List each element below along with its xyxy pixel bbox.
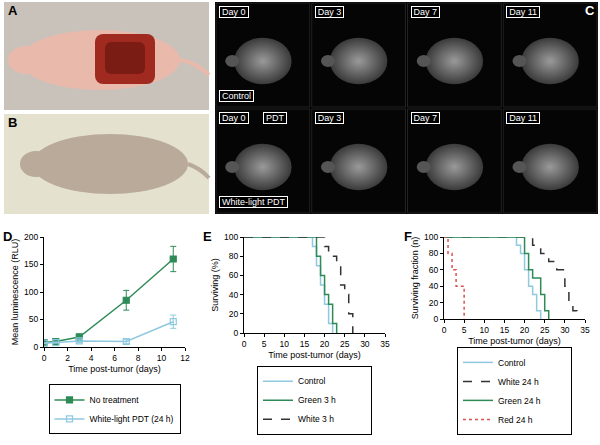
svg-text:Red 24 h: Red 24 h: [498, 415, 533, 425]
svg-text:Mean luminescence (RLU): Mean luminescence (RLU): [10, 239, 20, 346]
svg-text:200: 200: [24, 232, 38, 242]
svg-text:4: 4: [89, 353, 94, 363]
svg-text:0: 0: [434, 314, 439, 324]
html-text:Day 0: Day 0: [222, 7, 246, 17]
svg-text:F: F: [404, 229, 412, 244]
svg-text:40: 40: [429, 281, 439, 291]
html-text:PDT: PDT: [266, 113, 284, 123]
html-text:Day 0: Day 0: [222, 113, 246, 123]
svg-text:Surviving fraction (n): Surviving fraction (n): [410, 237, 420, 320]
svg-text:50: 50: [29, 314, 39, 324]
html-text:Day 11: Day 11: [509, 7, 538, 17]
svg-text:30: 30: [560, 325, 570, 335]
html-text:B: B: [8, 115, 18, 130]
svg-text:20: 20: [320, 339, 330, 349]
svg-text:25: 25: [340, 339, 350, 349]
html-text:Day 7: Day 7: [413, 113, 437, 123]
svg-text:100: 100: [224, 232, 238, 242]
svg-text:8: 8: [136, 353, 141, 363]
svg-text:80: 80: [229, 251, 239, 261]
svg-text:12: 12: [180, 353, 190, 363]
svg-text:Time post-tumor (days): Time post-tumor (days): [468, 336, 561, 346]
html-text:Day 7: Day 7: [413, 7, 437, 17]
svg-text:0: 0: [242, 339, 247, 349]
svg-text:Control: Control: [498, 358, 526, 368]
svg-text:2: 2: [65, 353, 70, 363]
svg-text:40: 40: [229, 290, 239, 300]
svg-text:100: 100: [24, 287, 38, 297]
svg-text:0: 0: [34, 342, 39, 352]
svg-text:25: 25: [540, 325, 550, 335]
svg-text:0: 0: [234, 328, 239, 338]
svg-text:White 24 h: White 24 h: [498, 377, 539, 387]
svg-text:6: 6: [112, 353, 117, 363]
svg-text:Surviving (%): Surviving (%): [210, 258, 220, 312]
svg-text:150: 150: [24, 259, 38, 269]
svg-text:15: 15: [300, 339, 310, 349]
svg-text:15: 15: [500, 325, 510, 335]
html-text:C: C: [585, 3, 595, 18]
svg-text:35: 35: [580, 325, 590, 335]
svg-text:60: 60: [429, 265, 439, 275]
svg-text:5: 5: [462, 325, 467, 335]
svg-text:35: 35: [380, 339, 390, 349]
svg-text:5: 5: [262, 339, 267, 349]
svg-text:Green 3 h: Green 3 h: [298, 395, 336, 405]
svg-text:Time post-tumor (days): Time post-tumor (days): [68, 364, 161, 374]
svg-text:Control: Control: [298, 376, 326, 386]
svg-text:20: 20: [429, 298, 439, 308]
svg-text:No treatment: No treatment: [90, 395, 140, 405]
svg-text:White-light PDT (24 h): White-light PDT (24 h): [90, 414, 174, 424]
svg-text:E: E: [203, 229, 212, 244]
svg-text:80: 80: [429, 248, 439, 258]
svg-text:Green 24 h: Green 24 h: [498, 396, 541, 406]
svg-text:20: 20: [229, 309, 239, 319]
svg-text:10: 10: [480, 325, 490, 335]
svg-text:0: 0: [42, 353, 47, 363]
svg-text:White 3 h: White 3 h: [298, 414, 334, 424]
svg-text:10: 10: [280, 339, 290, 349]
svg-text:100: 100: [424, 232, 438, 242]
svg-text:10: 10: [157, 353, 167, 363]
svg-text:0: 0: [442, 325, 447, 335]
svg-text:30: 30: [360, 339, 370, 349]
html-text:A: A: [8, 3, 18, 18]
html-text:Day 3: Day 3: [317, 7, 342, 17]
html-text:Control: Control: [222, 91, 251, 101]
svg-text:60: 60: [229, 270, 239, 280]
html-text:Day 11: Day 11: [509, 113, 538, 123]
html-text:Day 3: Day 3: [317, 113, 342, 123]
html-text:White-light PDT: White-light PDT: [222, 197, 285, 207]
svg-text:20: 20: [520, 325, 530, 335]
svg-text:Time post-tumor (days): Time post-tumor (days): [268, 350, 361, 360]
svg-text:D: D: [3, 229, 12, 244]
